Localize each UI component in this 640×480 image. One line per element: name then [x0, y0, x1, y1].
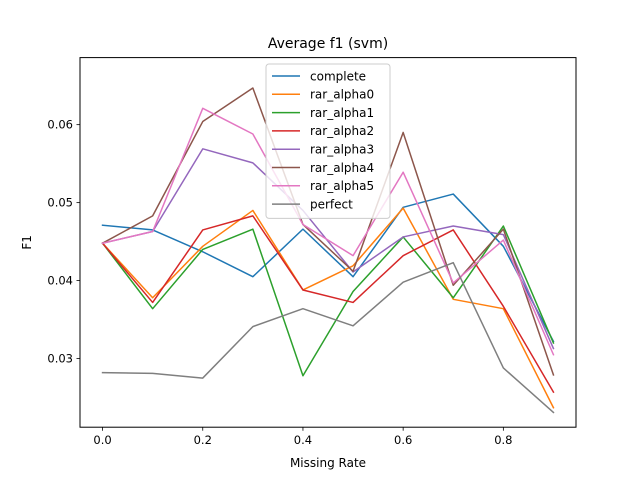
x-tick-label: 0.6 — [394, 433, 412, 447]
series-line-rar-alpha5 — [101, 107, 555, 356]
x-axis-label: Missing Rate — [290, 456, 366, 470]
series-line-complete — [101, 193, 555, 343]
legend-label: perfect — [310, 197, 353, 211]
series-line-rar-alpha0 — [101, 207, 555, 409]
y-tick-label: 0.03 — [47, 352, 73, 366]
x-tick-label: 0.8 — [494, 433, 512, 447]
plot-frame — [79, 57, 577, 428]
legend-label: rar_alpha3 — [310, 143, 374, 157]
y-tick-label: 0.05 — [47, 196, 73, 210]
x-axis-ticks: 0.0 0.2 0.4 0.6 0.8 — [93, 427, 513, 447]
y-axis-ticks: 0.03 0.04 0.05 0.06 — [47, 118, 80, 366]
legend-label: rar_alpha4 — [310, 161, 374, 175]
legend-label: rar_alpha0 — [310, 88, 374, 102]
y-tick-label: 0.06 — [47, 118, 73, 132]
legend-label: complete — [310, 69, 366, 83]
legend-label: rar_alpha5 — [310, 179, 374, 193]
legend: complete rar_alpha0 rar_alpha1 rar_alpha2ra… — [265, 63, 391, 219]
series-line-rar-alpha2 — [101, 215, 555, 394]
x-tick-label: 0.2 — [194, 433, 212, 447]
legend-label: rar_alpha1 — [310, 106, 374, 120]
legend-label: rar_alpha2 — [310, 124, 374, 138]
chart-title: Average f1 (svm) — [268, 36, 388, 52]
series-line-perfect — [101, 261, 555, 414]
series-lines — [101, 87, 555, 414]
y-tick-label: 0.04 — [47, 274, 73, 288]
y-axis-label: F1 — [20, 235, 34, 250]
legend-box — [265, 63, 391, 219]
x-tick-label: 0.0 — [93, 433, 111, 447]
series-line-rar-alpha3 — [101, 148, 555, 350]
x-tick-label: 0.4 — [294, 433, 312, 447]
